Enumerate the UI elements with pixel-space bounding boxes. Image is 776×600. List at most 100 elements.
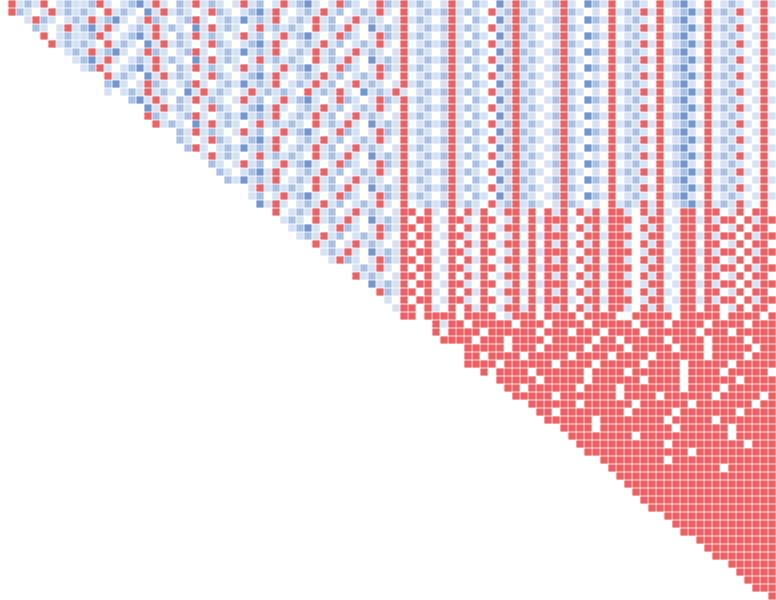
cell: [400, 136, 408, 144]
cell: [736, 168, 744, 176]
cell: [368, 40, 376, 48]
cell: [664, 256, 672, 264]
cell: [344, 256, 352, 264]
cell: [368, 280, 376, 288]
cell: [640, 344, 648, 352]
cell: [720, 408, 728, 416]
cell: [184, 0, 192, 8]
cell: [760, 376, 768, 384]
cell: [344, 248, 352, 256]
cell: [584, 256, 592, 264]
cell: [688, 112, 696, 120]
cell: [560, 288, 568, 296]
cell: [296, 104, 304, 112]
cell: [568, 208, 576, 216]
cell: [712, 16, 720, 24]
cell: [424, 208, 432, 216]
cell: [232, 64, 240, 72]
cell: [376, 240, 384, 248]
cell: [416, 16, 424, 24]
cell: [600, 392, 608, 400]
cell: [616, 272, 624, 280]
cell: [696, 176, 704, 184]
cell: [160, 48, 168, 56]
cell: [480, 208, 488, 216]
cell: [560, 192, 568, 200]
cell: [680, 72, 688, 80]
cell: [312, 88, 320, 96]
cell: [488, 224, 496, 232]
cell: [728, 288, 736, 296]
cell: [672, 424, 680, 432]
cell: [384, 72, 392, 80]
cell: [224, 144, 232, 152]
cell: [568, 352, 576, 360]
cell: [624, 32, 632, 40]
cell: [264, 120, 272, 128]
cell: [496, 232, 504, 240]
cell: [680, 256, 688, 264]
cell: [312, 128, 320, 136]
cell: [328, 48, 336, 56]
cell: [712, 8, 720, 16]
cell: [544, 352, 552, 360]
cell: [544, 216, 552, 224]
cell: [448, 64, 456, 72]
cell: [752, 208, 760, 216]
cell: [480, 272, 488, 280]
cell: [392, 0, 400, 8]
cell: [688, 56, 696, 64]
cell: [584, 8, 592, 16]
cell: [352, 144, 360, 152]
cell: [528, 192, 536, 200]
cell: [504, 8, 512, 16]
cell: [104, 88, 112, 96]
cell: [736, 448, 744, 456]
cell: [352, 256, 360, 264]
cell: [744, 552, 752, 560]
cell: [624, 328, 632, 336]
cell: [624, 96, 632, 104]
cell: [752, 416, 760, 424]
cell: [552, 360, 560, 368]
cell: [296, 96, 304, 104]
cell: [256, 176, 264, 184]
cell: [248, 112, 256, 120]
cell: [536, 328, 544, 336]
cell: [200, 152, 208, 160]
cell: [672, 136, 680, 144]
cell: [464, 344, 472, 352]
cell: [712, 24, 720, 32]
cell: [216, 160, 224, 168]
cell: [488, 360, 496, 368]
cell: [240, 152, 248, 160]
cell: [608, 16, 616, 24]
cell: [336, 0, 344, 8]
cell: [168, 88, 176, 96]
cell: [32, 16, 40, 24]
cell: [400, 0, 408, 8]
cell: [696, 80, 704, 88]
cell: [680, 352, 688, 360]
cell: [136, 64, 144, 72]
cell: [464, 104, 472, 112]
cell: [680, 88, 688, 96]
cell: [280, 80, 288, 88]
cell: [480, 128, 488, 136]
cell: [608, 264, 616, 272]
cell: [648, 32, 656, 40]
cell: [656, 400, 664, 408]
cell: [648, 24, 656, 32]
cell: [224, 176, 232, 184]
cell: [488, 144, 496, 152]
cell: [384, 120, 392, 128]
cell: [216, 80, 224, 88]
cell: [528, 288, 536, 296]
cell: [656, 360, 664, 368]
cell: [200, 120, 208, 128]
cell: [736, 520, 744, 528]
cell: [152, 112, 160, 120]
cell: [144, 72, 152, 80]
cell: [464, 296, 472, 304]
cell: [664, 360, 672, 368]
